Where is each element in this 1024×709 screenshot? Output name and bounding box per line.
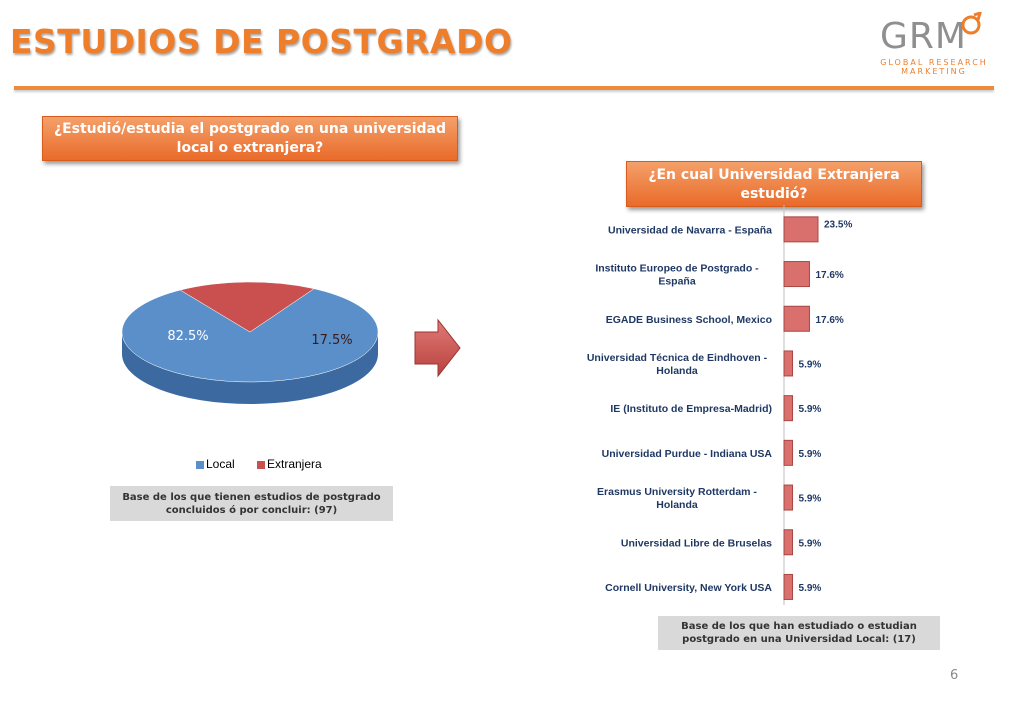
legend-swatch-local xyxy=(196,460,204,469)
bar-category-label-1: Instituto Europeo de Postgrado - xyxy=(595,263,759,275)
left-base-note: Base de los que tienen estudios de postg… xyxy=(110,486,393,521)
legend-label-local: Local xyxy=(206,457,235,471)
logo-mark: GRM xyxy=(880,16,967,57)
page-number: 6 xyxy=(950,668,959,683)
bar-value-label-3: 5.9% xyxy=(799,359,822,370)
pie-data-label-extranjera: 17.5% xyxy=(311,333,352,348)
pie-slice-extranjera xyxy=(179,281,315,333)
bar-value-label-4: 5.9% xyxy=(799,404,822,415)
bar-value-label-2: 17.6% xyxy=(815,315,843,326)
bar-value-label-7: 5.9% xyxy=(799,538,822,549)
bar-category-label-7: Universidad Libre de Bruselas xyxy=(621,537,772,549)
right-base-note: Base de los que han estudiado o estudian… xyxy=(658,616,940,650)
bar-6 xyxy=(783,484,794,511)
bar-value-label-0: 23.5% xyxy=(824,219,852,230)
bar-category-label-1: España xyxy=(658,276,696,288)
bar-category-label-5: Universidad Purdue - Indiana USA xyxy=(602,448,773,460)
company-logo: GRM GLOBAL RESEARCH MARKETING xyxy=(872,10,992,80)
bar-3 xyxy=(783,350,794,377)
bar-4 xyxy=(783,395,794,422)
bar-category-label-3: Universidad Técnica de Eindhoven - xyxy=(587,352,768,364)
page-title: ESTUDIOS DE POSTGRADO xyxy=(10,22,513,61)
logo-ring-icon xyxy=(961,12,982,35)
bar-category-label-6: Holanda xyxy=(656,499,698,511)
bar-0 xyxy=(783,216,819,243)
bar-8 xyxy=(783,573,794,600)
legend-item-extranjera: Extranjera xyxy=(257,457,322,471)
pie-side-local xyxy=(122,332,378,404)
bar-value-label-8: 5.9% xyxy=(799,583,822,594)
bar-value-label-5: 5.9% xyxy=(799,449,822,460)
bar-category-label-3: Holanda xyxy=(656,365,698,377)
bar-value-label-6: 5.9% xyxy=(799,494,822,505)
bar-7 xyxy=(783,529,794,556)
bar-5 xyxy=(783,439,794,466)
pie-data-label-local: 82.5% xyxy=(167,329,208,344)
bar-category-label-2: EGADE Business School, Mexico xyxy=(606,314,772,326)
bar-category-label-0: Universidad de Navarra - España xyxy=(608,224,772,236)
bar-chart: 23.5% Universidad de Navarra - España 17.6… xyxy=(587,205,852,605)
bar-value-label-1: 17.6% xyxy=(815,270,843,281)
logo-line-1: GLOBAL RESEARCH xyxy=(880,58,988,67)
logo-line-2: MARKETING xyxy=(901,67,967,76)
pie-chart: 82.5% 17.5% xyxy=(121,281,379,404)
legend-label-extranjera: Extranjera xyxy=(267,457,322,471)
bar-category-label-4: IE (Instituto de Empresa-Madrid) xyxy=(610,403,772,415)
right-arrow-icon xyxy=(414,318,461,378)
bar-category-label-8: Cornell University, New York USA xyxy=(605,582,772,594)
title-divider xyxy=(14,86,994,90)
right-question-banner: ¿En cual Universidad Extranjera estudió? xyxy=(626,161,922,207)
bar-category-label-6: Erasmus University Rotterdam - xyxy=(597,486,757,498)
legend-swatch-extranjera xyxy=(257,460,265,469)
bar-1 xyxy=(783,261,810,288)
legend-item-local: Local xyxy=(196,457,235,471)
bar-2 xyxy=(783,305,810,332)
pie-slice-local xyxy=(121,288,379,383)
left-question-banner: ¿Estudió/estudia el postgrado en una uni… xyxy=(42,116,458,161)
